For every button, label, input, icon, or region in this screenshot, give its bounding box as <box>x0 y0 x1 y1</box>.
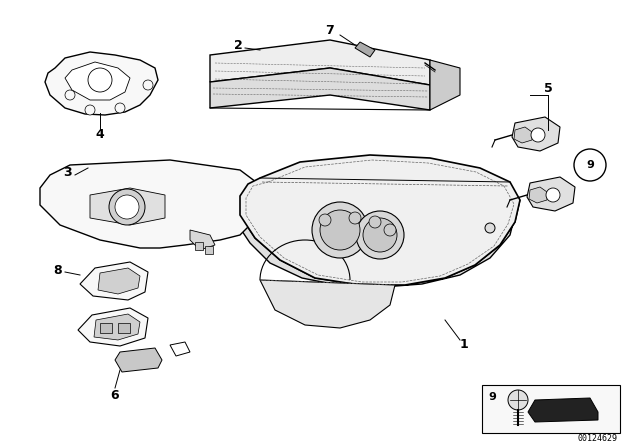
Circle shape <box>143 80 153 90</box>
Polygon shape <box>240 155 520 285</box>
Polygon shape <box>90 188 165 225</box>
Polygon shape <box>80 262 148 300</box>
Polygon shape <box>98 268 140 294</box>
Circle shape <box>115 103 125 113</box>
Polygon shape <box>94 314 140 340</box>
Circle shape <box>574 149 606 181</box>
Polygon shape <box>65 62 130 100</box>
Text: 9: 9 <box>586 160 594 170</box>
Circle shape <box>349 212 361 224</box>
Circle shape <box>65 90 75 100</box>
Text: 00124629: 00124629 <box>578 434 618 443</box>
Polygon shape <box>190 230 215 250</box>
Text: 6: 6 <box>111 388 119 401</box>
Polygon shape <box>45 52 158 115</box>
Polygon shape <box>527 177 575 211</box>
Circle shape <box>369 216 381 228</box>
Circle shape <box>485 223 495 233</box>
Polygon shape <box>100 323 112 333</box>
Polygon shape <box>170 342 190 356</box>
Polygon shape <box>528 398 598 422</box>
Circle shape <box>546 188 560 202</box>
Circle shape <box>508 390 528 410</box>
Polygon shape <box>210 68 430 110</box>
Circle shape <box>363 218 397 252</box>
Text: 3: 3 <box>64 165 72 178</box>
Text: 1: 1 <box>460 337 468 350</box>
Polygon shape <box>529 187 547 203</box>
Circle shape <box>356 211 404 259</box>
Text: 9: 9 <box>488 392 496 402</box>
Polygon shape <box>512 117 560 151</box>
Circle shape <box>88 68 112 92</box>
Text: 4: 4 <box>95 128 104 141</box>
Polygon shape <box>115 348 162 372</box>
Text: 8: 8 <box>54 263 62 276</box>
Polygon shape <box>205 246 213 254</box>
Polygon shape <box>210 40 430 85</box>
Polygon shape <box>430 60 460 110</box>
Polygon shape <box>514 127 532 143</box>
Circle shape <box>384 224 396 236</box>
Polygon shape <box>78 308 148 346</box>
Polygon shape <box>40 160 260 248</box>
Polygon shape <box>118 323 130 333</box>
Circle shape <box>115 195 139 219</box>
Circle shape <box>320 210 360 250</box>
Circle shape <box>531 128 545 142</box>
Polygon shape <box>238 200 520 287</box>
Circle shape <box>312 202 368 258</box>
Text: 7: 7 <box>326 23 334 36</box>
Polygon shape <box>260 280 395 328</box>
Text: 2: 2 <box>234 39 243 52</box>
Circle shape <box>85 105 95 115</box>
Circle shape <box>109 189 145 225</box>
Polygon shape <box>195 242 203 250</box>
Polygon shape <box>355 42 375 57</box>
FancyBboxPatch shape <box>482 385 620 433</box>
Circle shape <box>319 214 331 226</box>
Text: 5: 5 <box>543 82 552 95</box>
